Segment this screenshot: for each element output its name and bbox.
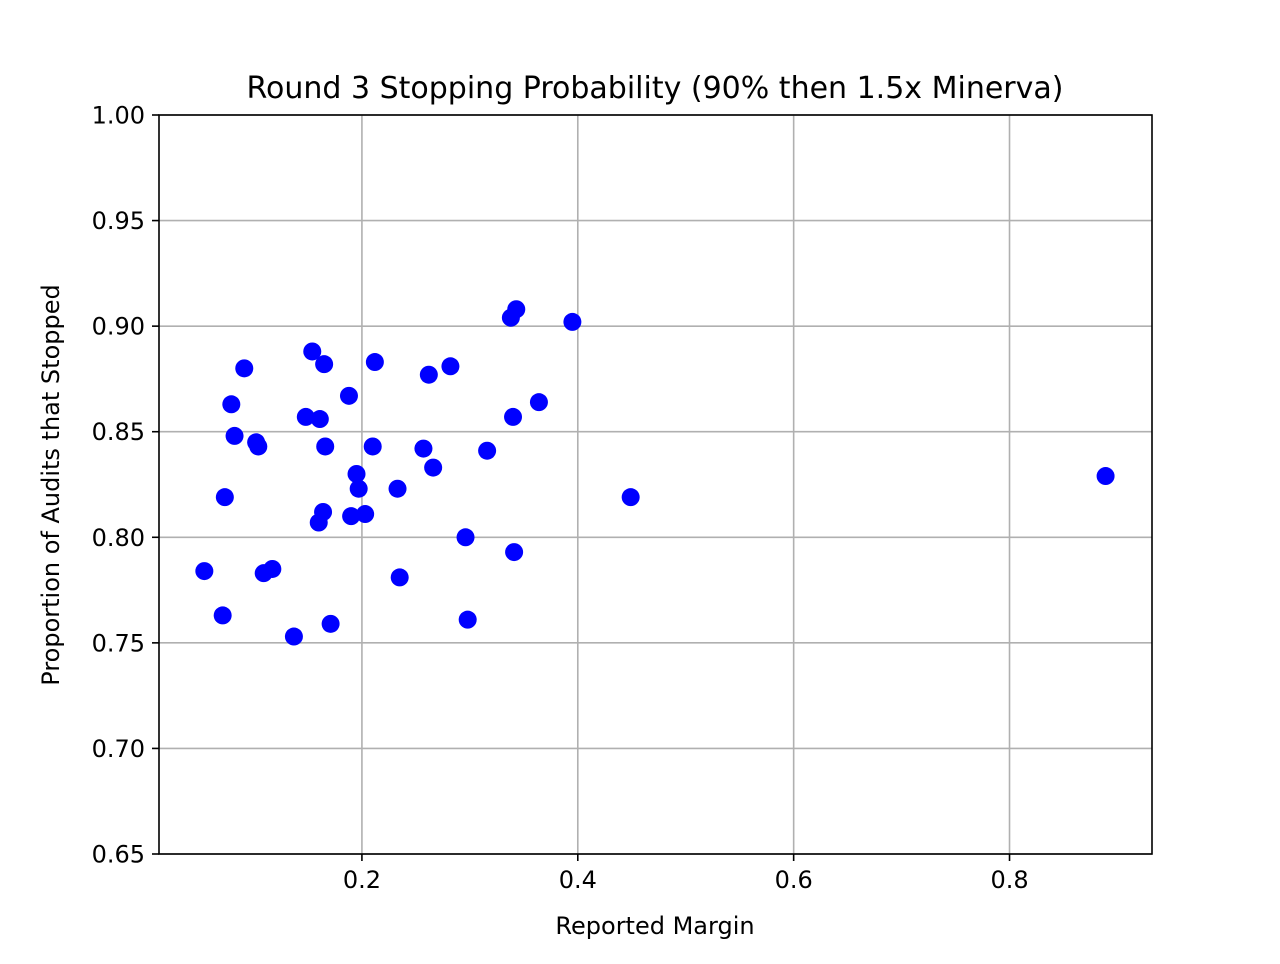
data-point <box>263 559 282 578</box>
data-point <box>339 386 358 405</box>
data-point <box>321 614 340 633</box>
data-point <box>478 441 497 460</box>
axis-ticks: 0.2 0.4 0.6 0.8 0.65 0.70 0.75 0.80 0.85 0.90 0.95… <box>92 102 1029 895</box>
data-point <box>419 365 438 384</box>
data-point <box>1096 467 1115 486</box>
y-tick-label: 0.85 <box>92 418 145 446</box>
data-point <box>441 357 460 376</box>
data-point <box>316 437 335 456</box>
data-point <box>342 507 361 526</box>
data-point <box>314 502 333 521</box>
data-point <box>235 359 254 378</box>
x-tick-label: 0.6 <box>775 866 813 894</box>
data-point <box>347 464 366 483</box>
data-point <box>310 410 329 429</box>
y-tick-label: 0.95 <box>92 207 145 235</box>
data-point <box>505 543 524 562</box>
data-point <box>458 610 477 629</box>
data-point <box>349 479 368 498</box>
data-point <box>388 479 407 498</box>
plot-area-frame <box>158 114 1153 855</box>
x-axis-label: Reported Margin <box>555 912 754 940</box>
y-axis-label: Proportion of Audits that Stopped <box>37 284 65 685</box>
data-point <box>563 312 582 331</box>
data-point <box>414 439 433 458</box>
data-points <box>195 300 1115 646</box>
data-point <box>296 407 315 426</box>
data-point <box>621 488 640 507</box>
data-point <box>504 407 523 426</box>
data-point <box>356 505 375 524</box>
y-tick-label: 0.90 <box>92 313 145 341</box>
data-point <box>365 353 384 372</box>
data-point <box>222 395 241 414</box>
data-point <box>390 568 409 587</box>
data-point <box>284 627 303 646</box>
y-tick-label: 0.70 <box>92 735 145 763</box>
x-tick-label: 0.2 <box>343 866 381 894</box>
data-point <box>195 562 214 581</box>
y-tick-label: 0.75 <box>92 629 145 657</box>
y-tick-label: 1.00 <box>92 102 145 130</box>
y-tick-label: 0.65 <box>92 841 145 869</box>
data-point <box>303 342 322 361</box>
data-point <box>529 393 548 412</box>
data-point <box>424 458 443 477</box>
data-point <box>215 488 234 507</box>
y-tick-label: 0.80 <box>92 524 145 552</box>
data-point <box>249 437 268 456</box>
data-point <box>363 437 382 456</box>
data-point <box>315 355 334 374</box>
x-tick-label: 0.8 <box>990 866 1028 894</box>
data-point <box>507 300 526 319</box>
x-tick-label: 0.4 <box>559 866 597 894</box>
data-point <box>225 426 244 445</box>
chart-title: Round 3 Stopping Probability (90% then 1… <box>247 71 1064 106</box>
data-point <box>213 606 232 625</box>
data-point <box>456 528 475 547</box>
